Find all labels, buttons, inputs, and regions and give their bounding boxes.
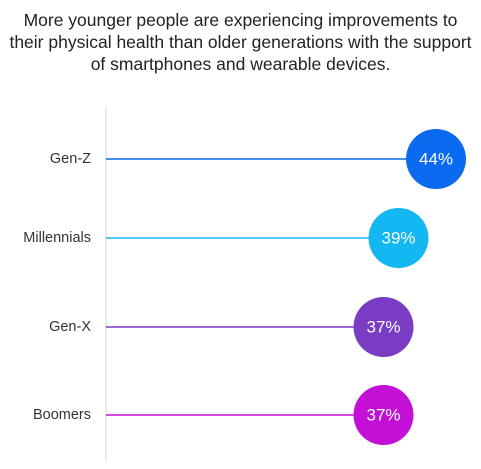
dot-gen-z <box>406 129 466 189</box>
dot-boomers <box>353 385 414 445</box>
value-label-gen-z: 44% <box>419 150 453 169</box>
category-label-millennials: Millennials <box>23 230 91 246</box>
chart-title: More younger people are experiencing imp… <box>9 10 472 74</box>
value-label-boomers: 37% <box>366 406 400 425</box>
value-label-gen-x: 37% <box>366 318 400 337</box>
dot-millennials <box>368 208 429 268</box>
chart-marks: Gen-Z 44% Millennials 39% Gen-X 37% Boomers 37% <box>23 129 466 445</box>
dot-gen-x <box>353 297 414 357</box>
category-label-gen-z: Gen-Z <box>50 151 91 167</box>
value-label-millennials: 39% <box>381 229 415 248</box>
category-label-boomers: Boomers <box>33 407 91 423</box>
category-label-gen-x: Gen-X <box>49 319 91 335</box>
